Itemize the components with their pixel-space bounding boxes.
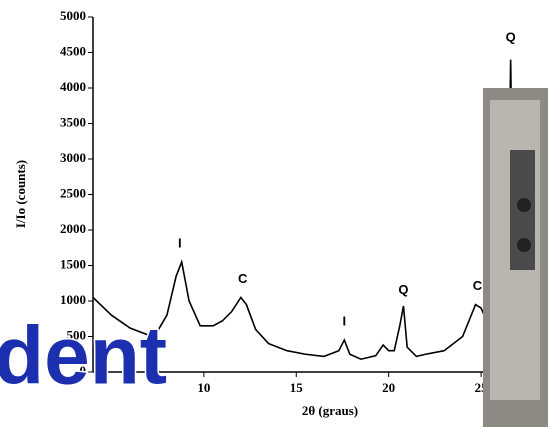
x-tick-label: 10 xyxy=(197,380,210,395)
y-tick-label: 0 xyxy=(80,363,87,378)
y-tick-label: 3500 xyxy=(60,114,86,129)
peak-label: C xyxy=(473,278,483,293)
x-tick-label: 20 xyxy=(382,380,395,395)
y-tick-label: 2000 xyxy=(60,221,86,236)
peak-label: Q xyxy=(506,30,516,45)
photo-knob xyxy=(517,238,531,252)
y-tick-label: 4000 xyxy=(60,79,86,94)
y-tick-label: 5000 xyxy=(60,8,86,23)
y-tick-label: 3000 xyxy=(60,150,86,165)
y-tick-label: 500 xyxy=(67,327,87,342)
y-tick-label: 1500 xyxy=(60,256,86,271)
y-tick-label: 1000 xyxy=(60,292,86,307)
x-tick-label: 15 xyxy=(290,380,304,395)
photo-knob xyxy=(517,198,531,212)
peak-label: Q xyxy=(398,282,408,297)
overlay-text: dent xyxy=(0,311,167,402)
x-axis-title: 2θ (graus) xyxy=(302,403,358,418)
peak-label: I xyxy=(343,314,347,329)
peak-label: C xyxy=(238,271,248,286)
y-axis-title: I/Io (counts) xyxy=(13,160,28,228)
y-tick-label: 4500 xyxy=(60,43,86,58)
data-line xyxy=(92,59,548,361)
y-tick-label: 2500 xyxy=(60,185,86,200)
peak-label: I xyxy=(178,236,182,251)
